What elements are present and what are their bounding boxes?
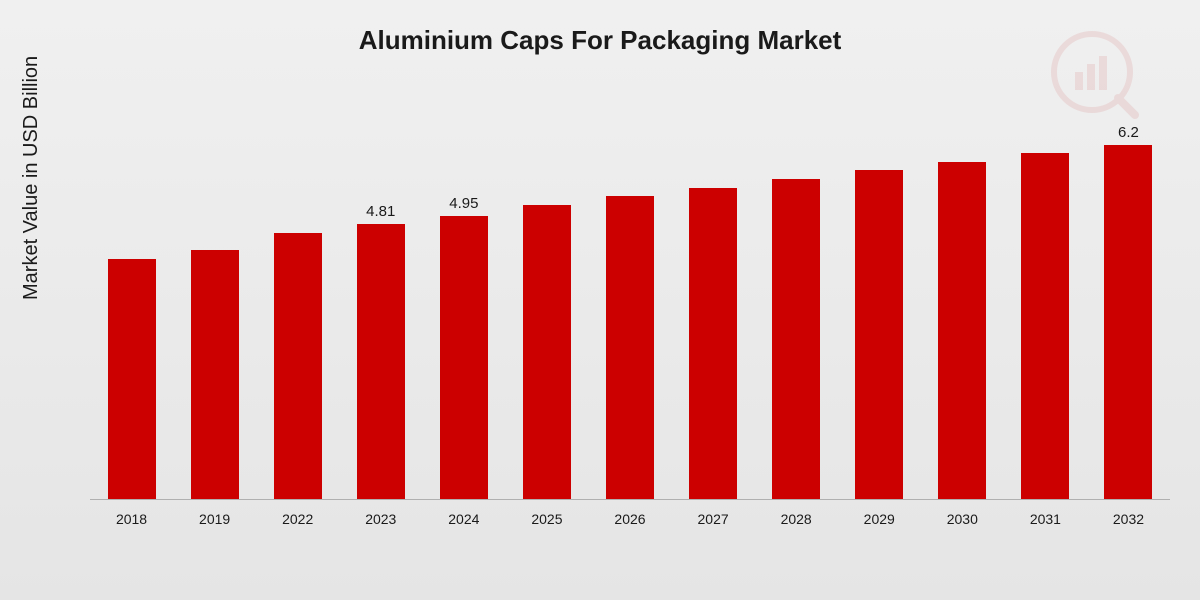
x-tick-label: 2025 (505, 505, 588, 530)
bar-group (173, 99, 256, 499)
bar-value-label: 4.95 (449, 195, 478, 212)
bar (108, 259, 156, 499)
x-tick-label: 2030 (921, 505, 1004, 530)
x-tick-label: 2029 (838, 505, 921, 530)
bar-value-label: 4.81 (366, 203, 395, 220)
x-tick-label: 2031 (1004, 505, 1087, 530)
bar (938, 162, 986, 499)
bar-wrapper: 6.2 (1087, 99, 1170, 499)
bar-wrapper (1004, 99, 1087, 499)
bar (772, 179, 820, 499)
x-tick-label: 2023 (339, 505, 422, 530)
bar-group (588, 99, 671, 499)
bar (357, 224, 405, 499)
bar-wrapper (921, 99, 1004, 499)
bar-group: 4.95 (422, 99, 505, 499)
bar-group (90, 99, 173, 499)
bar (1104, 145, 1152, 499)
bars-container: 4.81 4.95 6.2 (90, 100, 1170, 500)
x-tick-label: 2024 (422, 505, 505, 530)
chart-title: Aluminium Caps For Packaging Market (0, 0, 1200, 56)
bar (440, 216, 488, 499)
bar-group (1004, 99, 1087, 499)
bar-group: 4.81 (339, 99, 422, 499)
bar-wrapper (90, 99, 173, 499)
bar-wrapper (256, 99, 339, 499)
x-tick-label: 2018 (90, 505, 173, 530)
x-tick-label: 2028 (755, 505, 838, 530)
bar (1021, 153, 1069, 499)
bar-group (838, 99, 921, 499)
bar (274, 233, 322, 499)
x-tick-label: 2022 (256, 505, 339, 530)
x-axis-labels: 2018201920222023202420252026202720282029… (90, 505, 1170, 530)
chart-area: 4.81 4.95 6.2 2018201920222023202420252026… (90, 100, 1170, 530)
bar-wrapper (672, 99, 755, 499)
bar-group (755, 99, 838, 499)
bar-wrapper (755, 99, 838, 499)
bar-wrapper: 4.81 (339, 99, 422, 499)
bar-wrapper (838, 99, 921, 499)
bar-wrapper (505, 99, 588, 499)
bar-group (672, 99, 755, 499)
x-tick-label: 2027 (672, 505, 755, 530)
bar-wrapper (173, 99, 256, 499)
x-tick-label: 2026 (588, 505, 671, 530)
bar-wrapper (588, 99, 671, 499)
bar-group: 6.2 (1087, 99, 1170, 499)
bar (689, 188, 737, 499)
bar-wrapper: 4.95 (422, 99, 505, 499)
bar-group (921, 99, 1004, 499)
x-tick-label: 2019 (173, 505, 256, 530)
bar-group (256, 99, 339, 499)
bar (191, 250, 239, 499)
y-axis-label: Market Value in USD Billion (20, 56, 43, 300)
bar-group (505, 99, 588, 499)
bar (855, 170, 903, 499)
bar (523, 205, 571, 499)
x-tick-label: 2032 (1087, 505, 1170, 530)
bar-value-label: 6.2 (1118, 124, 1139, 141)
bar (606, 196, 654, 499)
